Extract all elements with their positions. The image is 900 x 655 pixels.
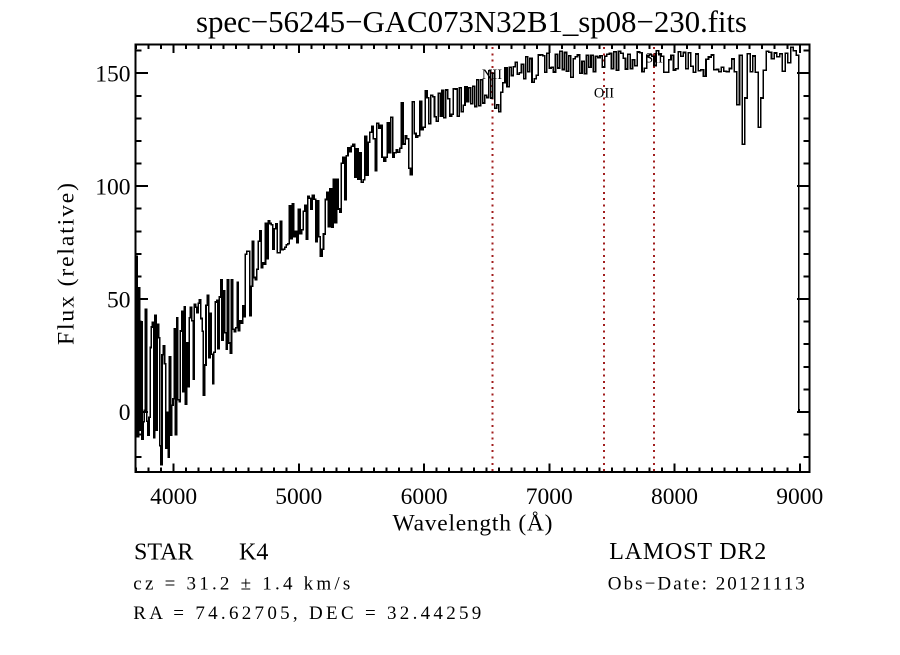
svg-text:LAMOST DR2: LAMOST DR2	[609, 539, 766, 565]
svg-text:Wavelength (Å): Wavelength (Å)	[393, 511, 553, 537]
svg-text:spec−56245−GAC073N32B1_sp08−23: spec−56245−GAC073N32B1_sp08−230.fits	[196, 4, 747, 39]
svg-text:4000: 4000	[150, 484, 197, 510]
svg-text:7000: 7000	[526, 484, 573, 510]
svg-text:6000: 6000	[401, 484, 448, 510]
svg-text:9000: 9000	[776, 484, 823, 510]
svg-text:150: 150	[95, 61, 130, 87]
svg-text:50: 50	[107, 287, 131, 313]
svg-text:cz = 31.2 ± 1.4 km/s: cz = 31.2 ± 1.4 km/s	[133, 574, 350, 595]
svg-text:OII: OII	[594, 86, 614, 102]
svg-text:5000: 5000	[275, 484, 322, 510]
svg-text:Flux (relative): Flux (relative)	[54, 183, 80, 345]
svg-text:K4: K4	[239, 540, 268, 566]
svg-text:STAR: STAR	[134, 540, 193, 566]
svg-text:8000: 8000	[651, 484, 698, 510]
svg-text:0: 0	[119, 400, 131, 426]
svg-text:Obs−Date: 20121113: Obs−Date: 20121113	[608, 574, 805, 595]
svg-text:100: 100	[95, 174, 130, 200]
